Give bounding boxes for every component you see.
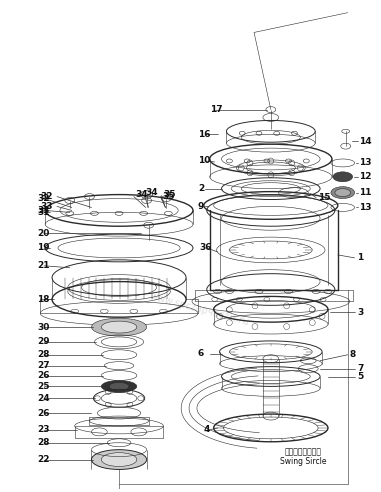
Text: 29: 29 xyxy=(37,338,50,346)
Ellipse shape xyxy=(109,382,129,390)
Ellipse shape xyxy=(101,380,137,392)
Text: 26: 26 xyxy=(37,408,50,418)
Ellipse shape xyxy=(331,186,355,199)
Text: 11: 11 xyxy=(360,188,372,197)
Text: 28: 28 xyxy=(37,350,50,359)
Text: 17: 17 xyxy=(210,105,223,114)
Text: 7: 7 xyxy=(357,364,364,373)
Text: 3: 3 xyxy=(357,308,364,317)
Text: 31: 31 xyxy=(37,208,50,217)
Text: スイングサークル: スイングサークル xyxy=(285,447,322,456)
Text: 25: 25 xyxy=(37,382,50,391)
Text: 19: 19 xyxy=(37,244,50,252)
Text: Swing Sircle: Swing Sircle xyxy=(280,457,327,466)
Text: 16: 16 xyxy=(198,130,210,139)
Text: 9: 9 xyxy=(198,202,204,211)
Text: 27: 27 xyxy=(37,361,50,370)
Text: 21: 21 xyxy=(37,261,50,270)
Text: 33: 33 xyxy=(40,202,53,211)
Text: 14: 14 xyxy=(360,137,372,146)
Ellipse shape xyxy=(101,453,137,466)
Text: 2: 2 xyxy=(198,184,204,193)
Ellipse shape xyxy=(335,188,351,197)
Text: 20: 20 xyxy=(37,229,50,238)
Text: 33: 33 xyxy=(37,206,50,215)
Text: 23: 23 xyxy=(37,426,50,434)
Text: 34: 34 xyxy=(146,188,158,197)
Text: 6: 6 xyxy=(198,349,204,358)
Text: 35: 35 xyxy=(163,190,176,199)
Text: 26: 26 xyxy=(37,371,50,380)
Text: 30: 30 xyxy=(37,323,50,332)
Text: 4: 4 xyxy=(204,426,210,434)
Text: www.spczapчacти.ru: www.spczapчacти.ru xyxy=(149,291,251,327)
Text: 32: 32 xyxy=(40,192,53,201)
Text: 10: 10 xyxy=(198,156,210,165)
Text: 35: 35 xyxy=(162,192,175,201)
Text: 13: 13 xyxy=(360,158,372,167)
Ellipse shape xyxy=(91,318,147,336)
Text: 13: 13 xyxy=(360,203,372,212)
Text: 32: 32 xyxy=(37,194,50,203)
Text: 15: 15 xyxy=(318,193,331,202)
Ellipse shape xyxy=(101,321,137,333)
Ellipse shape xyxy=(333,172,352,182)
Text: 24: 24 xyxy=(37,394,50,403)
Text: 18: 18 xyxy=(37,295,50,304)
Text: 8: 8 xyxy=(350,350,356,359)
Text: 36: 36 xyxy=(200,244,212,252)
Ellipse shape xyxy=(91,450,147,469)
Text: 34: 34 xyxy=(136,190,149,199)
Text: 1: 1 xyxy=(357,253,364,262)
Text: 22: 22 xyxy=(37,455,50,464)
Text: 28: 28 xyxy=(37,438,50,447)
Text: 12: 12 xyxy=(360,172,372,181)
Text: 5: 5 xyxy=(357,372,364,381)
